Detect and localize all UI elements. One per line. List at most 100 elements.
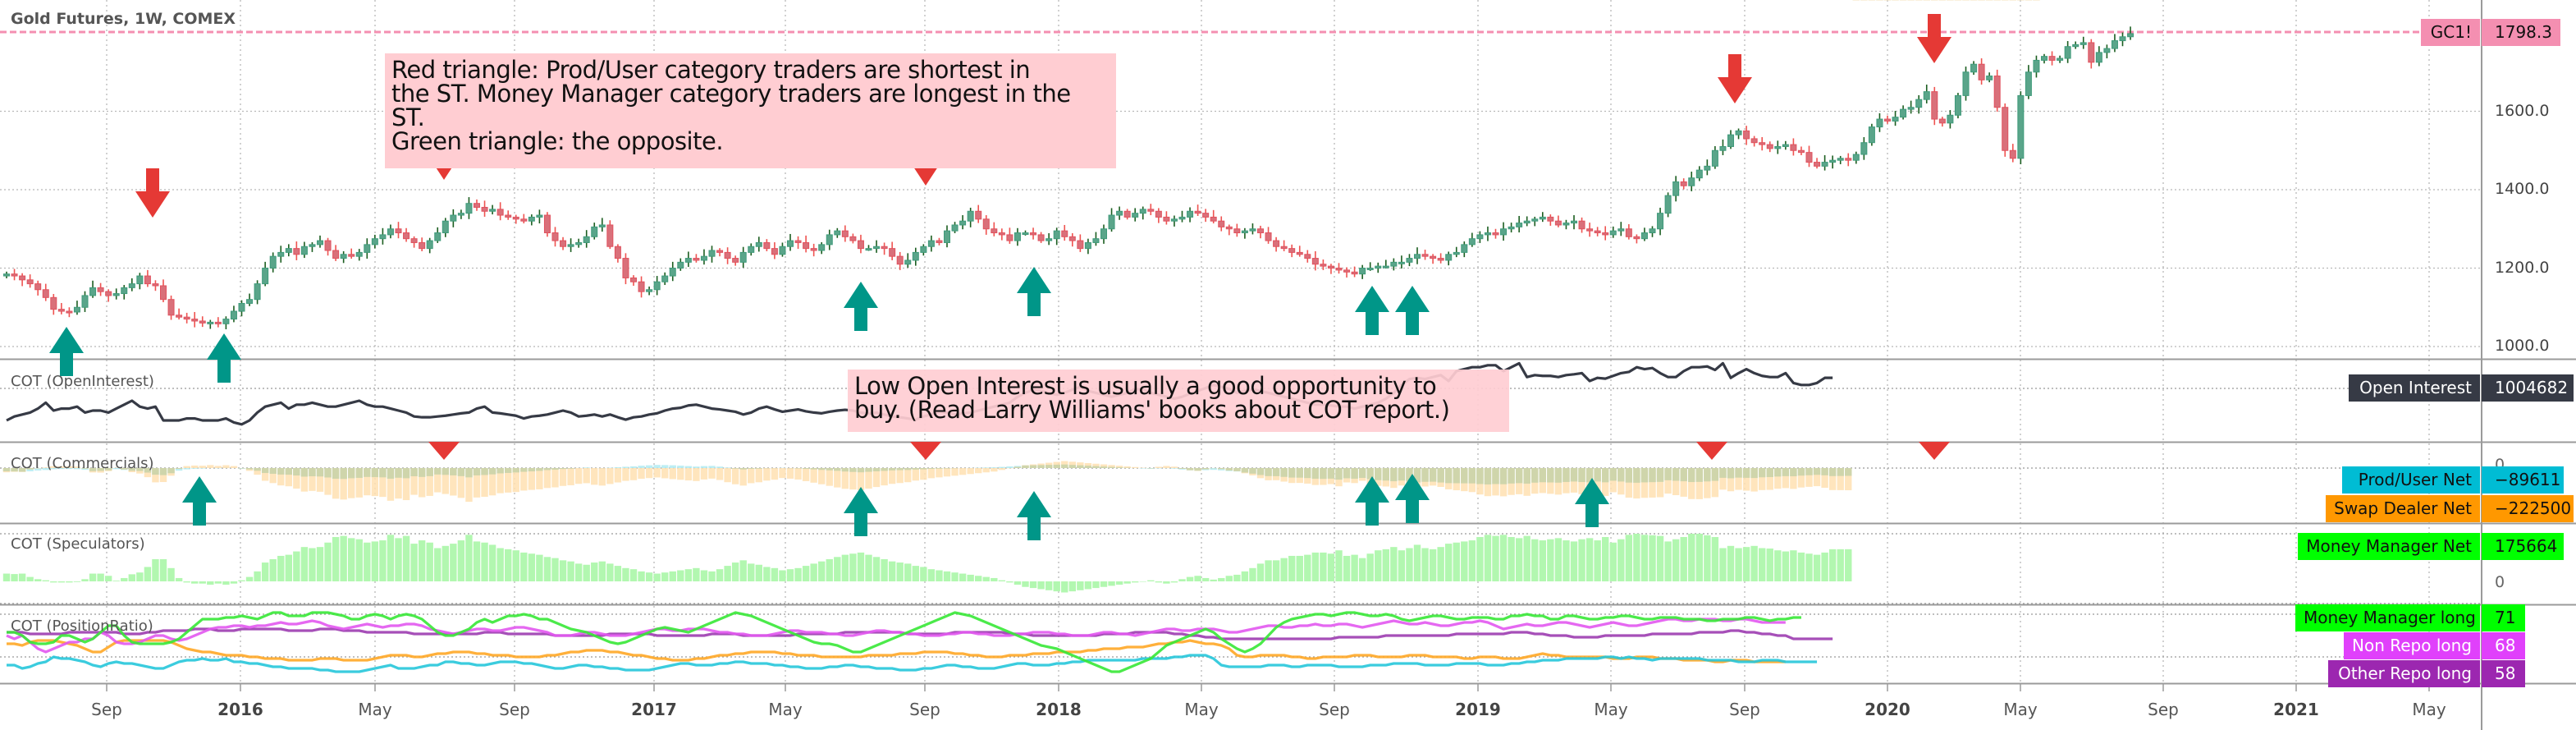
- candle-body: [1695, 169, 1703, 179]
- money-manager-net-label-tag: Money Manager Net: [2298, 533, 2480, 560]
- swap-dealer-net-bar: [261, 468, 269, 481]
- candle-body: [1516, 223, 1523, 227]
- overlap-bar: [1029, 465, 1037, 468]
- swap-dealer-net-bar: [700, 468, 708, 480]
- overlap-bar: [1084, 466, 1092, 468]
- candle-body: [1155, 210, 1162, 218]
- overlap-bar: [128, 468, 135, 471]
- prod-user-net-bar: [50, 468, 57, 470]
- overlap-bar: [881, 468, 888, 471]
- candle-body: [1657, 213, 1664, 230]
- candle-body: [42, 289, 49, 298]
- money-manager-net-bar: [1265, 560, 1272, 581]
- candle-body: [991, 228, 998, 234]
- candle-body: [1398, 261, 1405, 264]
- candle-body: [387, 228, 394, 236]
- candle-body: [277, 251, 285, 257]
- candle-body: [1852, 154, 1860, 161]
- money-manager-net-bar: [943, 571, 951, 581]
- candle-body: [1602, 232, 1609, 236]
- candle-body: [1617, 228, 1625, 232]
- money-manager-net-bar: [1351, 554, 1358, 581]
- last-price-tag: 1798.3: [2482, 19, 2560, 46]
- note-line: ST.: [391, 103, 425, 131]
- candle-body: [1750, 138, 1758, 144]
- candle-body: [371, 238, 378, 246]
- candle-body: [1210, 216, 1217, 222]
- swap-dealer-net-bar: [348, 468, 355, 498]
- candle-body: [575, 241, 583, 246]
- annotation-note-open-interest[interactable]: Low Open Interest is usually a good oppo…: [848, 370, 1509, 432]
- overlap-bar: [1499, 468, 1508, 484]
- candle-body: [512, 216, 519, 220]
- swap-dealer-net-bar: [959, 468, 967, 475]
- money-manager-net-bar: [1201, 577, 1210, 581]
- candle-body: [1954, 94, 1961, 116]
- money-manager-long-value-tag: 71: [2482, 604, 2525, 631]
- candle-body: [622, 258, 629, 278]
- money-manager-net-bar: [316, 547, 324, 581]
- candle-body: [1147, 209, 1155, 212]
- overlap-bar: [1602, 468, 1609, 483]
- open-interest-value-tag: 1004682: [2482, 374, 2574, 402]
- overlap-bar: [442, 468, 449, 475]
- swap-dealer-net-bar: [332, 468, 340, 499]
- overlap-bar: [1304, 468, 1311, 479]
- down-arrow-icon: [135, 168, 170, 218]
- candle-body: [1633, 236, 1640, 240]
- money-manager-net-bar: [1375, 550, 1382, 581]
- money-manager-net-bar: [520, 552, 528, 581]
- annotation-note-triangles[interactable]: Red triangle: Prod/User category traders…: [385, 53, 1116, 168]
- up-arrow-icon: [1355, 286, 1389, 335]
- money-manager-net-bar: [426, 542, 433, 581]
- money-manager-net-bar: [1068, 581, 1076, 592]
- overlap-bar: [254, 468, 261, 471]
- overlap-bar: [426, 468, 433, 476]
- up-arrow-icon: [1575, 478, 1609, 527]
- time-axis-label: Sep: [91, 700, 122, 719]
- swap-dealer-net-bar: [614, 468, 622, 483]
- overlap-bar: [1649, 468, 1656, 483]
- overlap-bar: [473, 468, 481, 475]
- prod-user-net-bar: [708, 466, 716, 468]
- candle-body: [771, 248, 778, 255]
- candle-body: [2127, 33, 2134, 38]
- swap-dealer-net-bar: [1852, 0, 1860, 1]
- overlap-bar: [520, 468, 528, 472]
- overlap-bar: [834, 468, 841, 471]
- prod-user-net-bar: [73, 468, 81, 470]
- money-manager-net-bar: [1100, 581, 1108, 587]
- candle-body: [1061, 230, 1068, 237]
- money-manager-net-bar: [677, 570, 684, 581]
- candle-body: [1649, 228, 1656, 234]
- time-axis-label: 2020: [1865, 700, 1910, 719]
- candle-body: [630, 277, 637, 282]
- candle-body: [1406, 258, 1413, 263]
- money-manager-net-bar: [849, 553, 857, 581]
- candle-body: [1437, 258, 1444, 261]
- overlap-bar: [371, 468, 379, 478]
- money-manager-net-bar: [896, 562, 904, 581]
- money-manager-net-bar: [1617, 539, 1625, 581]
- money-manager-net-bar: [230, 581, 238, 584]
- overlap-bar: [364, 468, 371, 477]
- overlap-bar: [528, 468, 536, 472]
- overlap-bar: [1225, 468, 1233, 471]
- swap-dealer-net-bar: [982, 468, 990, 473]
- overlap-bar: [1429, 468, 1437, 482]
- money-manager-net-bar: [1029, 581, 1037, 589]
- money-manager-net-bar: [786, 569, 794, 581]
- candle-body: [944, 230, 950, 243]
- money-manager-net-bar: [1766, 549, 1773, 581]
- candle-body: [419, 241, 426, 250]
- time-axis-label: Sep: [2148, 700, 2179, 719]
- money-manager-net-bar: [912, 566, 919, 581]
- candle-body: [779, 246, 786, 255]
- overlap-bar: [1633, 468, 1640, 483]
- swap-dealer-net-bar: [1845, 468, 1852, 491]
- candle-body: [936, 240, 943, 243]
- overlap-bar: [1186, 468, 1194, 471]
- candle-body: [834, 230, 841, 236]
